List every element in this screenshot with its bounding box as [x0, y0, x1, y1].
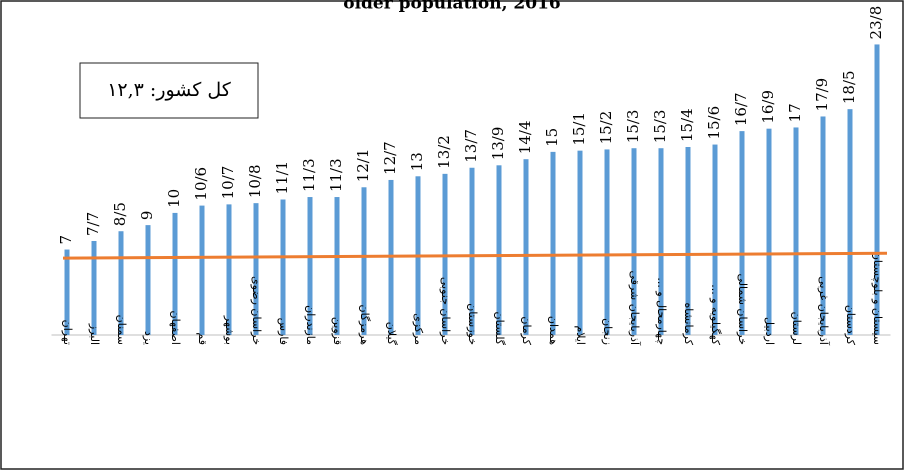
x-tick-label: کرمانشاه	[682, 302, 695, 345]
x-tick-label: چهارمحال و ...	[655, 277, 668, 345]
bar	[226, 204, 232, 335]
bar	[199, 205, 205, 335]
value-label: 15/3	[624, 110, 642, 144]
bar	[523, 159, 529, 335]
value-label: 15	[543, 128, 561, 147]
x-tick-label: فارس	[277, 318, 290, 345]
value-label: 13/7	[462, 129, 480, 163]
bar	[712, 144, 718, 335]
value-label: 18/5	[840, 70, 858, 104]
x-tick-label: اردبیل	[763, 317, 776, 345]
value-label: 12/7	[381, 141, 399, 175]
x-tick-label: کردستان	[844, 305, 857, 346]
x-tick-label: گلستان	[493, 312, 506, 346]
value-label: 10	[165, 189, 183, 208]
value-label: 15/6	[705, 106, 723, 140]
bar	[604, 149, 610, 335]
x-tick-label: کرمان	[520, 316, 533, 345]
bar	[658, 148, 664, 335]
x-tick-label: قزوین	[331, 317, 344, 345]
value-label: 7/7	[84, 212, 102, 236]
bar	[253, 203, 259, 335]
x-tick-label: بوشهر	[223, 315, 236, 345]
x-tick-label: خوزستان	[466, 303, 479, 345]
bar	[739, 131, 745, 335]
x-tick-label: تهران	[61, 320, 74, 345]
bar	[631, 148, 637, 335]
value-label: 15/3	[651, 110, 669, 144]
x-tick-label: مازندران	[304, 305, 317, 345]
bar	[766, 128, 772, 335]
bar	[64, 249, 70, 335]
x-tick-label: سیستان و بلوچستان	[871, 252, 884, 345]
value-label: 11/3	[327, 158, 345, 192]
value-label: 17	[786, 103, 804, 122]
bar	[307, 197, 313, 335]
annotation: کل کشور: ۱۲,۳	[107, 79, 232, 101]
value-label: 16/9	[759, 90, 777, 124]
bar	[685, 146, 691, 335]
x-tick-label: زنجان	[601, 318, 614, 345]
value-label: 23/8	[867, 6, 885, 40]
x-tick-label: سمنان	[115, 315, 128, 345]
value-label: 15/1	[570, 112, 588, 146]
value-label: 7	[57, 235, 75, 245]
chart-title: older population, 2016	[343, 0, 560, 14]
annotation-box	[79, 62, 259, 119]
bar	[550, 151, 556, 335]
value-label: 8/5	[111, 202, 129, 226]
value-label: 11/1	[273, 161, 291, 195]
x-tick-label: لرستان	[790, 312, 803, 345]
value-label: 15/2	[597, 111, 615, 145]
value-label: 13/2	[435, 135, 453, 169]
value-label: 13/9	[489, 127, 507, 161]
bar	[793, 127, 799, 335]
bar	[334, 197, 340, 335]
x-tick-label: گیلان	[385, 322, 398, 346]
bar	[172, 212, 178, 335]
value-label: 12/1	[354, 149, 372, 183]
x-tick-label: یزد	[142, 331, 155, 345]
x-tick-label: اصفهان	[169, 311, 182, 345]
value-label: 14/4	[516, 121, 534, 155]
value-label: 13	[408, 152, 426, 171]
value-label: 17/9	[813, 78, 831, 112]
x-tick-label: آذربایجان شرقی	[628, 271, 642, 346]
bar	[91, 240, 97, 335]
x-tick-label: ایلام	[574, 326, 587, 346]
x-tick-label: آذربایجان غربی	[817, 276, 831, 346]
x-tick-label: هرمزگان	[358, 305, 371, 346]
bar	[847, 109, 853, 335]
x-tick-label: کهگیلویه و ...	[709, 284, 722, 346]
x-tick-label: قم	[196, 332, 209, 345]
reference-line	[62, 251, 888, 260]
x-tick-label: خراسان رضوی	[250, 276, 263, 345]
bar	[145, 225, 151, 335]
x-tick-label: البرز	[88, 323, 101, 345]
value-label: 10/7	[219, 166, 237, 200]
bar	[118, 231, 124, 335]
x-tick-label: همدان	[547, 316, 560, 345]
bar	[820, 116, 826, 336]
x-tick-label: مرکزی	[412, 313, 425, 345]
value-label: 15/4	[678, 108, 696, 142]
value-label: 10/6	[192, 167, 210, 201]
value-label: 16/7	[732, 92, 750, 126]
value-label: 9	[138, 211, 156, 221]
value-label: 11/3	[300, 158, 318, 192]
x-tick-label: خراسان شمالی	[736, 273, 749, 345]
bar	[496, 165, 502, 335]
bar	[577, 150, 583, 335]
value-label: 10/8	[246, 164, 264, 198]
bar	[469, 167, 475, 335]
x-tick-label: خراسان جنوبی	[439, 277, 452, 345]
bar	[361, 187, 367, 335]
bar	[874, 44, 880, 336]
bar	[280, 199, 286, 335]
